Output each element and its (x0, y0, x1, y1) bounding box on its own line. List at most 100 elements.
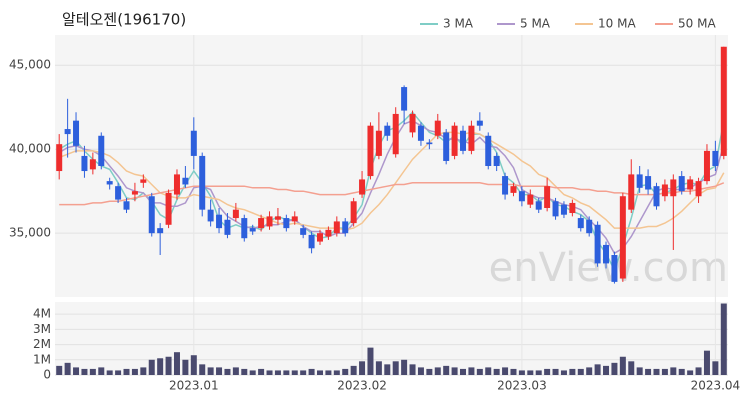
volume-tick-label: 0 (43, 368, 51, 382)
volume-bar (586, 367, 593, 375)
volume-bar (182, 359, 189, 375)
volume-bar (695, 367, 702, 375)
candle-body (544, 186, 551, 208)
candle-body (64, 129, 71, 135)
volume-bar (417, 367, 424, 375)
volume-bar (426, 368, 433, 375)
volume-bar (678, 368, 685, 375)
volume-bar (653, 368, 660, 375)
volume-bar (645, 368, 652, 375)
price-panel (55, 35, 728, 297)
candle-body (628, 174, 635, 210)
candle-body (493, 155, 500, 166)
volume-bar (552, 368, 559, 375)
volume-tick-label: 3M (33, 322, 51, 336)
volume-bar (560, 370, 567, 375)
volume-bar (460, 368, 467, 375)
volume-bar (106, 370, 113, 375)
candle-body (518, 191, 525, 202)
candle-body (619, 196, 626, 279)
y-tick-label: 45,000 (9, 58, 51, 72)
volume-bar (64, 362, 71, 375)
candle-body (678, 176, 685, 192)
volume-bar (300, 370, 307, 375)
candle-body (224, 219, 231, 235)
candle-body (636, 174, 643, 188)
candle-body (291, 216, 298, 222)
volume-bar (140, 367, 147, 375)
candle-body (409, 113, 416, 133)
volume-bar (291, 370, 298, 375)
volume-bar (367, 347, 374, 375)
candle-body (485, 135, 492, 166)
candle-body (560, 204, 567, 215)
volume-bar (249, 370, 256, 375)
volume-bar (274, 370, 281, 375)
candle-body (131, 191, 138, 195)
ma-line (59, 182, 725, 206)
volume-bar (468, 367, 475, 375)
volume-bar (199, 364, 206, 375)
volume-bar (569, 368, 576, 375)
candle-body (535, 201, 542, 210)
volume-bar (73, 367, 80, 375)
volume-bar (502, 367, 509, 375)
candle-body (645, 176, 652, 190)
candle-body (98, 135, 105, 166)
volume-bar (258, 368, 265, 375)
volume-bar (216, 367, 223, 375)
volume-bar (518, 370, 525, 375)
volume-bar (603, 365, 610, 375)
candle-body (300, 228, 307, 235)
volume-bar (535, 370, 542, 375)
volume-bar (401, 359, 408, 375)
candle-body (712, 150, 719, 166)
candle-body (182, 177, 189, 185)
volume-bar (115, 370, 122, 375)
candle-body (73, 120, 80, 146)
volume-bar (190, 355, 197, 375)
volume-bar (544, 368, 551, 375)
candle-body (325, 229, 332, 237)
candle-body (89, 159, 96, 170)
volume-bar (359, 361, 366, 375)
candle-body (586, 219, 593, 234)
legend-label: 50 MA (678, 17, 716, 31)
candle-body (207, 209, 214, 222)
candle-body (720, 46, 727, 156)
volume-bar (207, 367, 214, 375)
candle-body (258, 218, 265, 229)
volume-bar (165, 356, 172, 375)
candle-body (232, 209, 239, 219)
candle-body (241, 218, 248, 239)
candle-body (653, 186, 660, 207)
candle-body (190, 130, 197, 156)
volume-bar (577, 368, 584, 375)
volume-bar (594, 364, 601, 375)
candle-body (611, 255, 618, 282)
volume-bar (443, 365, 450, 375)
volume-bar (316, 370, 323, 375)
candle-body (460, 130, 467, 151)
candle-body (316, 233, 323, 242)
candle-body (502, 176, 509, 195)
candle-body (148, 196, 155, 234)
candle-body (115, 186, 122, 200)
volume-bar (131, 368, 138, 375)
candle-body (476, 120, 483, 126)
candle-body (106, 181, 113, 185)
volume-bar (409, 364, 416, 375)
volume-bar (485, 367, 492, 375)
candle-body (367, 125, 374, 177)
candle-body (350, 201, 357, 224)
candle-body (81, 155, 88, 172)
volume-bar (392, 361, 399, 375)
chart-title: 알테오젠(196170) (62, 11, 186, 29)
candle-body (417, 125, 424, 141)
candle-body (401, 87, 408, 111)
candle-body (249, 228, 256, 232)
volume-bar (476, 368, 483, 375)
volume-bar (687, 370, 694, 375)
